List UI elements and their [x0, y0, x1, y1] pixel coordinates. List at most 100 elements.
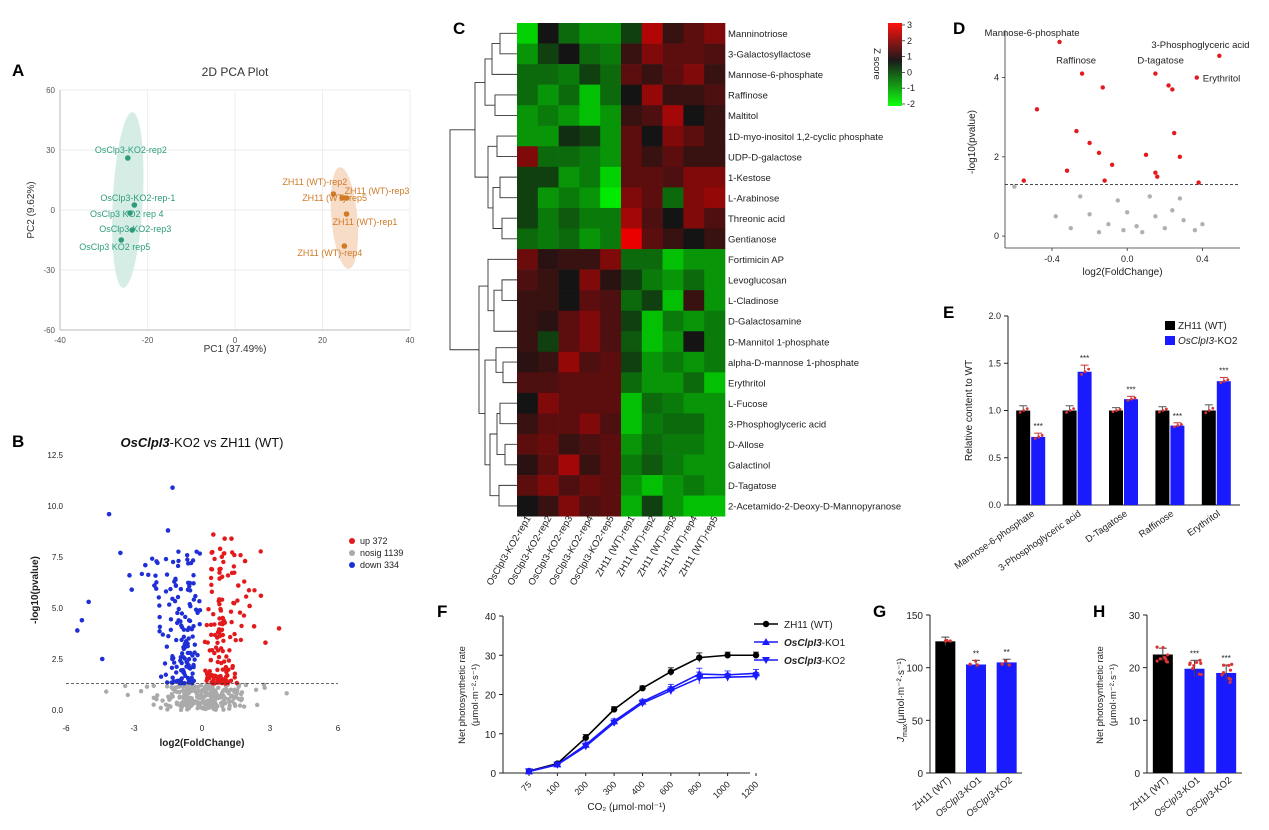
heatmap-cell	[621, 207, 643, 229]
y-tick-label: 0	[490, 769, 496, 780]
replicate-dot	[1194, 660, 1199, 665]
down-point	[187, 601, 192, 607]
heatmap-cell	[600, 187, 622, 209]
nosig-point	[239, 696, 245, 702]
y-tick-label: 5.0	[52, 604, 64, 613]
nosig-point	[195, 706, 200, 711]
ko-ellipse	[112, 112, 144, 288]
heatmap-cell	[579, 105, 601, 127]
down-point	[170, 675, 175, 680]
row-label: Galactinol	[728, 461, 770, 472]
up-point	[232, 552, 237, 558]
up-point	[258, 549, 263, 554]
heatmap-cell	[558, 207, 580, 229]
heatmap-cell	[537, 84, 559, 106]
sig-point	[1074, 128, 1079, 134]
heatmap-cell	[704, 105, 726, 127]
replicate-dot	[1197, 672, 1201, 676]
heatmap-cell	[537, 228, 559, 250]
nosig-point	[210, 692, 216, 697]
down-point	[118, 550, 123, 556]
x-tick-label: 6	[336, 724, 341, 733]
series-marker	[752, 652, 760, 659]
sig-point	[1153, 170, 1158, 175]
y-tick-label: -30	[43, 266, 55, 275]
heatmap-cell	[537, 454, 559, 476]
nonsig-point	[1125, 210, 1130, 215]
x-category-label: D-Tagatose	[1084, 508, 1130, 545]
heatmap-cell	[621, 475, 643, 496]
down-point	[179, 637, 184, 643]
heatmap-cell	[558, 146, 580, 168]
y-tick-label: 10.0	[47, 502, 63, 511]
up-point	[207, 648, 212, 653]
x-tick-label: 300	[601, 779, 619, 797]
x-tick-label: 600	[658, 779, 676, 797]
nonsig-point	[1147, 194, 1152, 199]
up-point	[235, 598, 240, 603]
down-point	[166, 633, 171, 639]
heatmap-cell	[662, 495, 684, 517]
replicate-dot	[1111, 410, 1115, 414]
down-point	[129, 587, 135, 592]
sig-point	[1177, 154, 1183, 160]
up-point	[258, 593, 264, 599]
heatmap-cell	[600, 84, 622, 106]
nosig-point	[254, 702, 260, 708]
heatmap-cell	[704, 207, 726, 229]
heatmap-cell	[517, 84, 539, 106]
nonsig-point	[1181, 218, 1186, 223]
down-point	[190, 671, 195, 676]
heatmap-cell	[600, 23, 622, 44]
heatmap-cell	[662, 249, 684, 270]
up-point	[222, 678, 228, 683]
heatmap-cell	[662, 187, 684, 209]
replicate-dot	[1221, 671, 1226, 675]
heatmap-cell	[641, 331, 663, 353]
heatmap-cell	[517, 269, 539, 291]
heatmap-cell	[579, 331, 601, 353]
down-point	[186, 656, 192, 662]
series-marker	[639, 685, 646, 692]
row-label: 2-Acetamido-2-Deoxy-D-Mannopyranose	[728, 502, 901, 513]
up-point	[205, 640, 210, 645]
sig-point	[1087, 140, 1092, 146]
up-point	[218, 646, 224, 651]
nosig-point	[243, 682, 249, 688]
heatmap-cell	[641, 146, 663, 168]
x-axis-label: CO₂ (μmol·mol⁻¹)	[587, 802, 665, 813]
nosig-point	[203, 704, 208, 709]
sig-point	[1153, 71, 1158, 76]
x-tick-label: 800	[686, 779, 704, 797]
heatmap-cell	[579, 43, 601, 65]
heatmap-cell	[600, 331, 622, 353]
heatmap-cell	[683, 454, 705, 476]
down-point	[192, 657, 197, 662]
nosig-point	[197, 702, 202, 707]
dendrogram	[449, 32, 517, 507]
up-point	[217, 546, 223, 552]
up-point	[208, 575, 214, 581]
sig-point	[1143, 152, 1149, 158]
y-tick-label: 150	[906, 611, 923, 622]
heatmap-cell	[558, 84, 580, 106]
row-label: Erythritol	[728, 378, 765, 389]
nosig-point	[163, 702, 169, 707]
sig-point	[1102, 178, 1107, 183]
chart-title-rest: -KO2 vs ZH11 (WT)	[170, 435, 284, 450]
heatmap-cell	[517, 249, 539, 270]
heatmap-cell	[517, 207, 539, 229]
up-point	[247, 603, 252, 609]
replicate-dot	[1165, 407, 1168, 411]
nosig-point	[203, 685, 209, 690]
legend-swatch-ko2	[1165, 336, 1175, 345]
down-point	[139, 571, 145, 577]
heatmap-cell	[621, 146, 643, 168]
heatmap-cell	[558, 187, 580, 209]
y-tick-label: 30	[1129, 611, 1141, 622]
colorbar-tick-label: -2	[907, 99, 915, 109]
replicate-dot	[1007, 663, 1011, 667]
heatmap-cell	[662, 23, 684, 44]
up-point	[232, 570, 237, 575]
wt-point	[339, 195, 345, 201]
